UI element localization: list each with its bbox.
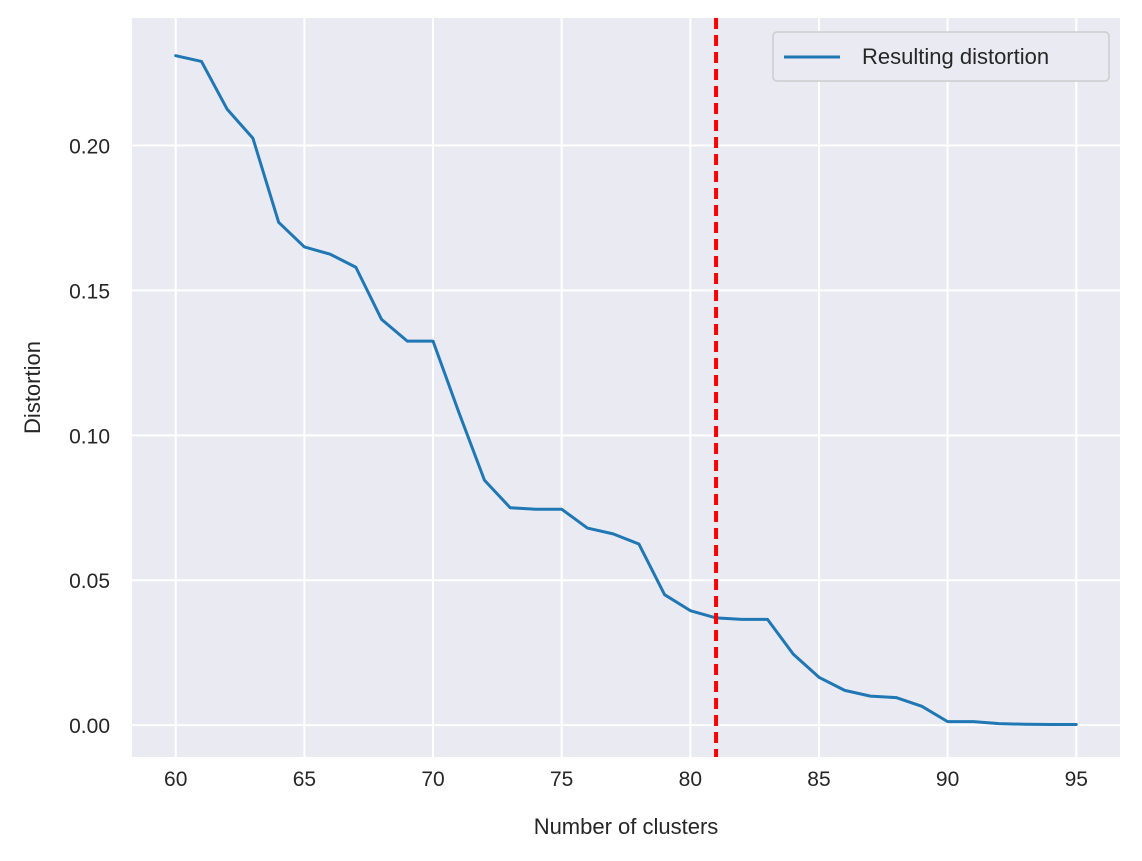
series-layer bbox=[174, 54, 1078, 727]
x-tick-label: 70 bbox=[421, 768, 444, 791]
legend-box bbox=[772, 31, 1110, 82]
plot-area bbox=[132, 18, 1120, 757]
x-tick-label: 95 bbox=[1065, 768, 1088, 791]
legend-label-resulting-distortion: Resulting distortion bbox=[862, 44, 1049, 69]
x-tick-label: 90 bbox=[936, 768, 959, 791]
x-axis-label: Number of clusters bbox=[534, 814, 719, 839]
legend: Resulting distortion bbox=[772, 31, 1110, 82]
series-line-resulting-distortion bbox=[174, 54, 1078, 727]
y-tick-label: 0.05 bbox=[69, 570, 110, 593]
x-tick-label: 65 bbox=[293, 768, 316, 791]
x-tick-label: 80 bbox=[679, 768, 702, 791]
y-tick-label: 0.15 bbox=[69, 280, 110, 303]
y-tick-label: 0.20 bbox=[69, 136, 110, 159]
y-tick-label: 0.10 bbox=[69, 425, 110, 448]
x-tick-label: 85 bbox=[807, 768, 830, 791]
y-tick-label: 0.00 bbox=[69, 715, 110, 738]
x-tick-label: 75 bbox=[550, 768, 573, 791]
x-tick-label: 60 bbox=[164, 768, 187, 791]
grid-lines bbox=[132, 18, 1120, 757]
tick-labels: 60 65 70 75 80 85 90 95 0.00 0.05 0.10 0.15 0.20 bbox=[69, 136, 1088, 791]
y-axis-label: Distortion bbox=[20, 341, 45, 434]
